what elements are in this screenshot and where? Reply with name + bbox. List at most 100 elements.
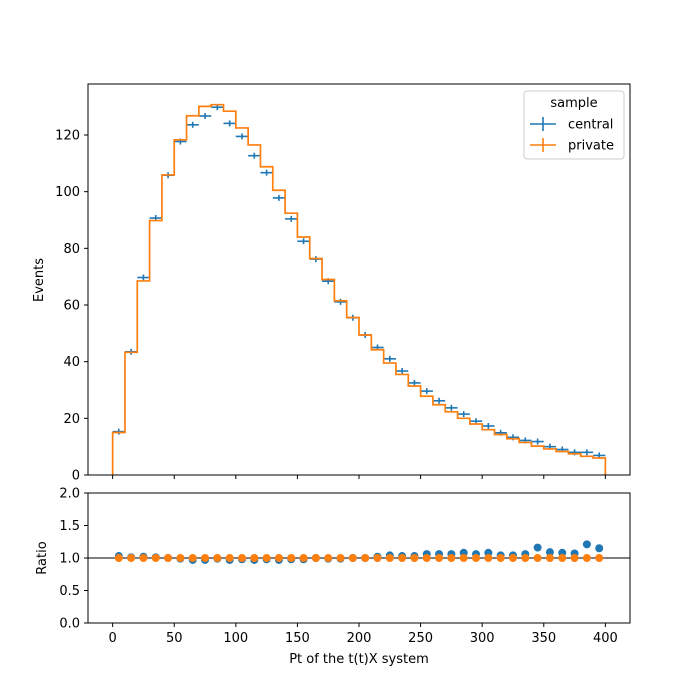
- main-y-axis: 0 20 40 60 80 100 120: [55, 129, 88, 484]
- ratio-x-tick-label: 200: [347, 631, 372, 646]
- ratio-x-tick-label: 0: [108, 631, 116, 646]
- central-bin-marker: [432, 397, 446, 404]
- legend-title: sample: [550, 96, 597, 111]
- ratio-point-private: [336, 554, 345, 562]
- ratio-x-tick-label: 250: [408, 631, 433, 646]
- central-bin-marker: [408, 379, 421, 386]
- main-y-tick-label: 80: [63, 242, 80, 257]
- ratio-point-private: [459, 554, 468, 562]
- central-bin-marker: [297, 238, 310, 245]
- ratio-point-private: [435, 554, 444, 562]
- ratio-y-tick-label: 1.5: [59, 519, 80, 534]
- ratio-point-private: [582, 554, 591, 562]
- ratio-series-layer: [88, 540, 630, 564]
- ratio-point-private: [324, 554, 333, 562]
- ratio-y-axis: 0.0 0.5 1.0 1.5 2.0: [59, 487, 88, 632]
- ratio-point-private: [521, 554, 530, 562]
- central-bin-marker: [285, 215, 298, 222]
- series-private-step: [111, 103, 607, 475]
- main-y-tick-label: 40: [63, 355, 80, 370]
- ratio-point-private: [496, 554, 505, 562]
- central-bin-marker: [580, 449, 594, 456]
- legend: sample central private: [523, 90, 625, 160]
- ratio-y-tick-label: 2.0: [59, 487, 80, 502]
- central-bin-marker: [457, 411, 470, 418]
- ratio-point-private: [508, 554, 517, 562]
- ratio-y-axis-label: Ratio: [35, 541, 50, 574]
- ratio-point-private: [250, 554, 259, 562]
- ratio-point-private: [558, 554, 567, 562]
- main-series-layer: [111, 103, 607, 475]
- ratio-point-private: [373, 554, 382, 562]
- ratio-x-tick-label: 50: [166, 631, 183, 646]
- ratio-point-private: [311, 554, 320, 562]
- central-bin-marker: [420, 388, 433, 395]
- ratio-point-private: [410, 554, 419, 562]
- ratio-point-private: [151, 554, 160, 562]
- ratio-x-tick-label: 150: [285, 631, 310, 646]
- main-y-axis-label: Events: [32, 258, 47, 302]
- central-bin-marker: [198, 113, 212, 120]
- central-bin-marker: [395, 368, 409, 375]
- central-bin-marker: [248, 152, 261, 159]
- ratio-point-private: [164, 554, 173, 562]
- central-bin-marker: [186, 121, 199, 128]
- central-bin-marker: [223, 120, 236, 127]
- ratio-y-tick-label: 1.0: [59, 552, 80, 567]
- ratio-point-private: [595, 554, 604, 562]
- central-bin-marker: [334, 298, 347, 305]
- ratio-x-axis: 0 50 100 150 200 250 300 350 400: [108, 623, 618, 646]
- ratio-panel: 0.0 0.5 1.0 1.5 2.0 0 50 100 150 200 250 300 350 400…: [35, 487, 631, 667]
- ratio-x-tick-label: 100: [223, 631, 248, 646]
- main-panel: 0 20 40 60 80 100 120 Events: [32, 83, 631, 484]
- ratio-point-private: [139, 554, 148, 562]
- ratio-y-tick-label: 0.0: [59, 617, 80, 632]
- central-bin-marker: [445, 404, 458, 411]
- legend-entry-private: private: [530, 138, 614, 154]
- legend-entries: central private: [530, 117, 614, 154]
- ratio-point-private: [385, 554, 394, 562]
- ratio-point-private: [545, 554, 554, 562]
- ratio-point-private: [422, 554, 431, 562]
- ratio-point-private: [274, 554, 283, 562]
- ratio-point-private: [127, 554, 136, 562]
- ratio-point-private: [213, 554, 222, 562]
- legend-box: [523, 90, 625, 160]
- ratio-point-private: [447, 554, 456, 562]
- ratio-point-private: [114, 554, 123, 562]
- ratio-point-private: [472, 554, 481, 562]
- central-bin-marker: [383, 355, 396, 362]
- legend-label: central: [568, 118, 613, 133]
- main-x-axis: [112, 475, 606, 479]
- ratio-point-private: [237, 554, 246, 562]
- ratio-point-private: [299, 554, 308, 562]
- ratio-point-private: [361, 554, 370, 562]
- ratio-point-central: [595, 544, 604, 553]
- ratio-point-private: [348, 554, 357, 562]
- ratio-series-private: [114, 554, 604, 562]
- ratio-y-tick-label: 0.5: [59, 584, 80, 599]
- ratio-point-private: [570, 554, 579, 562]
- ratio-point-central: [533, 543, 542, 552]
- ratio-point-private: [287, 554, 296, 562]
- ratio-point-private: [533, 554, 542, 562]
- central-bin-marker: [482, 422, 495, 429]
- legend-label: private: [568, 139, 614, 154]
- ratio-point-private: [484, 554, 493, 562]
- ratio-point-central: [545, 548, 554, 557]
- ratio-point-private: [188, 554, 197, 562]
- ratio-point-private: [262, 554, 271, 562]
- main-y-tick-label: 120: [55, 129, 80, 144]
- legend-entry-central: central: [530, 117, 613, 133]
- ratio-x-axis-label: Pt of the t(t)X system: [289, 652, 429, 667]
- ratio-point-private: [201, 554, 210, 562]
- main-y-tick-label: 60: [63, 299, 80, 314]
- ratio-point-central: [582, 540, 591, 549]
- ratio-x-tick-label: 350: [531, 631, 556, 646]
- main-y-tick-label: 0: [72, 469, 80, 484]
- central-bin-marker: [235, 133, 249, 140]
- ratio-x-tick-label: 400: [593, 631, 618, 646]
- ratio-point-private: [398, 554, 407, 562]
- central-bin-marker: [272, 194, 286, 201]
